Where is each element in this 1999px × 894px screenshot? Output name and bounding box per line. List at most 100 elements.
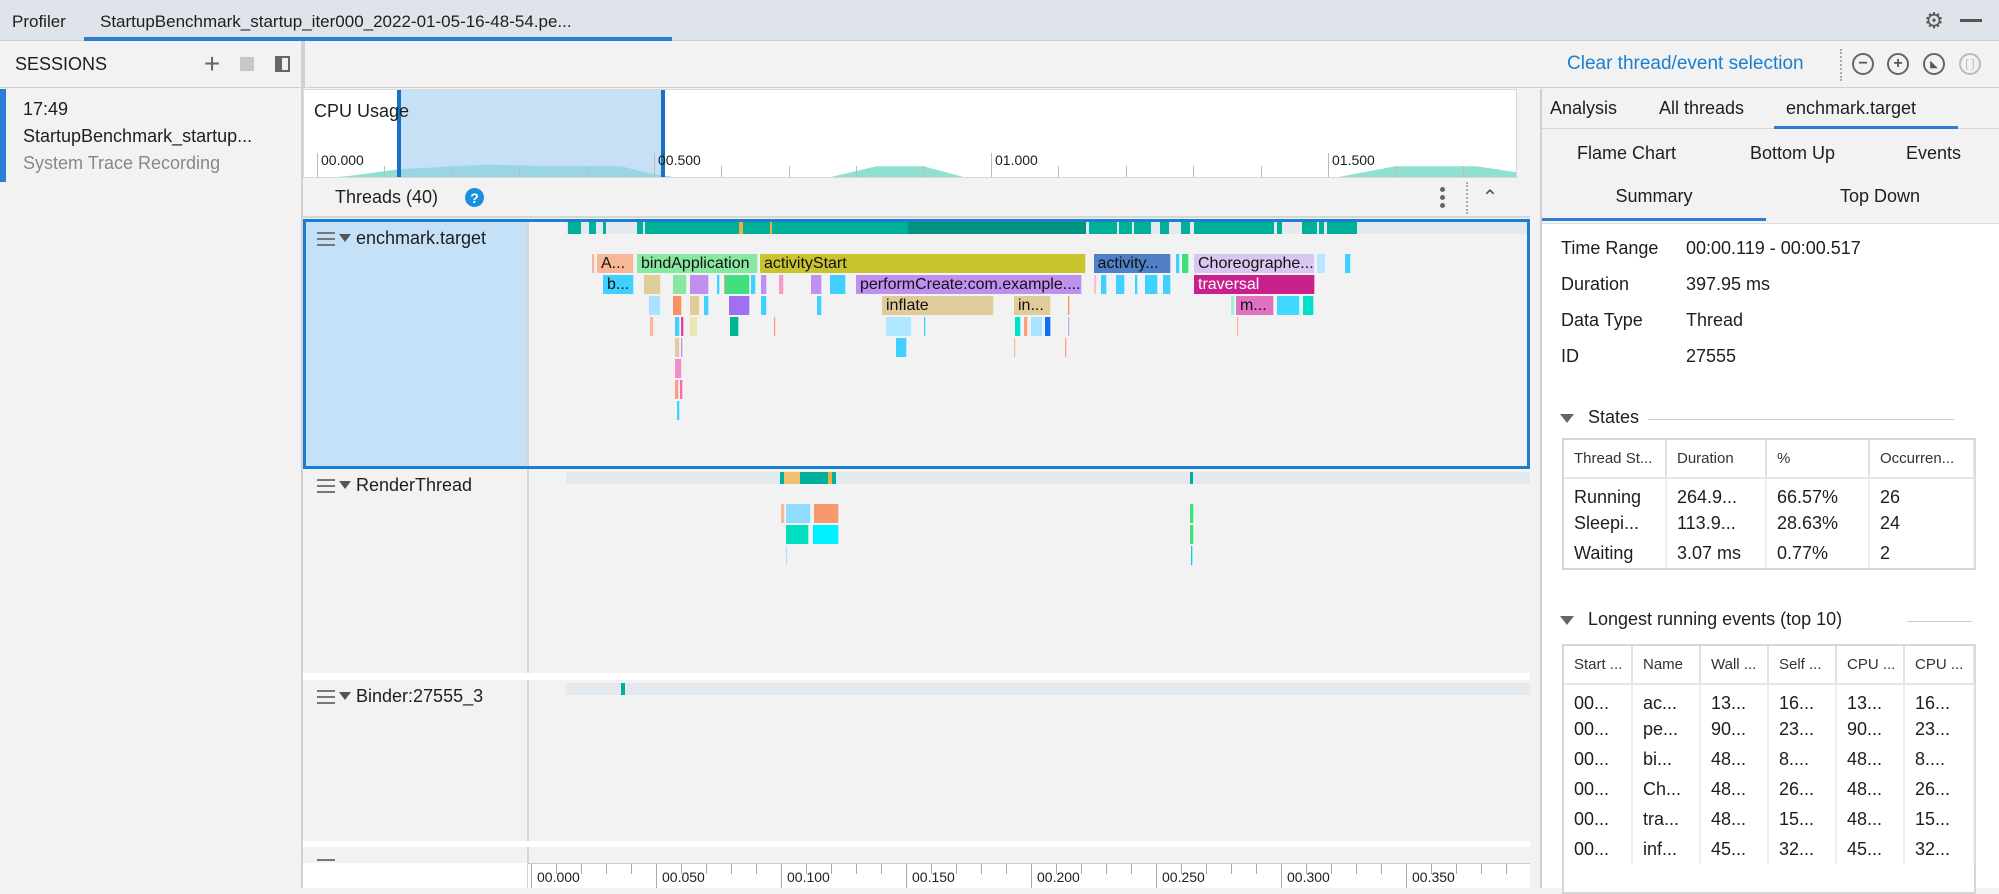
thread-state-segment[interactable] [1302, 222, 1317, 234]
subtab-events[interactable]: Events [1906, 143, 1962, 163]
trace-event[interactable] [673, 275, 687, 294]
trace-event[interactable] [650, 317, 654, 336]
trace-event[interactable] [813, 525, 839, 544]
thread-track-area[interactable]: A... bindApplication activityStart activity… [531, 222, 1527, 463]
thread-label[interactable] [303, 847, 529, 863]
column-header[interactable]: % [1766, 440, 1870, 479]
column-header[interactable]: Occurren... [1869, 440, 1975, 479]
trace-event[interactable] [761, 275, 767, 294]
thread-state-segment[interactable] [621, 683, 625, 695]
trace-event[interactable]: activityStart [760, 254, 1086, 273]
column-header[interactable]: CPU ... [1836, 646, 1905, 685]
thread-label[interactable]: enchmark.target [306, 222, 529, 466]
trace-event[interactable] [814, 504, 839, 523]
thread-state-segment[interactable] [908, 222, 1086, 234]
trace-event[interactable] [786, 504, 811, 523]
trace-event[interactable] [644, 275, 661, 294]
trace-event[interactable] [1024, 317, 1028, 336]
trace-event[interactable] [886, 317, 912, 336]
column-header[interactable]: Name [1632, 646, 1701, 685]
drag-handle-icon[interactable] [317, 690, 335, 704]
trace-event[interactable] [1163, 275, 1171, 294]
trace-event[interactable] [704, 296, 709, 315]
thread-state-segment[interactable] [802, 472, 828, 484]
thread-state-segment[interactable] [828, 472, 832, 484]
thread-state-segment[interactable] [568, 222, 581, 234]
trace-event[interactable]: in... [1014, 296, 1051, 315]
trace-event[interactable] [1191, 546, 1193, 565]
trace-event[interactable]: A... [597, 254, 634, 273]
selection-range[interactable] [397, 90, 666, 177]
thread-state-segment[interactable] [1089, 222, 1117, 234]
column-header[interactable]: Thread St... [1564, 440, 1667, 479]
trace-event[interactable] [1014, 338, 1016, 357]
drag-handle-icon[interactable] [317, 232, 335, 246]
trace-event[interactable]: Choreographe... [1194, 254, 1315, 273]
thread-state-segment[interactable] [771, 222, 908, 234]
thread-state-segment[interactable] [645, 222, 739, 234]
reset-zoom-icon[interactable]: ◣ [1923, 53, 1945, 75]
trace-event[interactable] [896, 338, 907, 357]
add-session-icon[interactable]: + [203, 48, 221, 79]
trace-event[interactable] [1068, 296, 1070, 315]
trace-event[interactable] [1317, 254, 1326, 273]
trace-event[interactable] [786, 525, 809, 544]
tab-profiler[interactable]: Profiler [12, 12, 66, 31]
thread-state-segment[interactable] [1119, 222, 1132, 234]
column-header[interactable]: CPU ... [1904, 646, 1975, 685]
trace-event[interactable] [1145, 275, 1158, 294]
thread-state-segment[interactable] [1277, 222, 1282, 234]
zoom-to-selection-icon[interactable]: [ ] [1959, 53, 1981, 75]
trace-event[interactable] [675, 359, 682, 378]
thread-state-segment[interactable] [1319, 222, 1324, 234]
column-header[interactable]: Wall ... [1700, 646, 1769, 685]
subtab-flame-chart[interactable]: Flame Chart [1577, 143, 1677, 163]
trace-event[interactable] [1190, 504, 1194, 523]
trace-event[interactable] [725, 275, 750, 294]
thread-state-segment[interactable] [1194, 222, 1274, 234]
thread-state-segment[interactable] [603, 222, 606, 234]
trace-event[interactable] [1065, 338, 1067, 357]
minimize-icon[interactable] [1960, 19, 1982, 22]
tab-session[interactable]: StartupBenchmark_startup_iter000_2022-01… [84, 0, 672, 41]
table-row[interactable]: 00... inf... 45... 32... 45... 32... [1564, 834, 1975, 864]
zoom-in-icon[interactable]: + [1887, 53, 1909, 75]
table-row[interactable]: 00... Ch... 48... 26... 48... 26... [1564, 774, 1975, 804]
column-header[interactable]: Self ... [1768, 646, 1837, 685]
thread-state-segment[interactable] [800, 472, 802, 484]
trace-event[interactable]: activity... [1093, 254, 1171, 273]
collapse-chevron-up-icon[interactable]: ⌃ [1481, 186, 1499, 209]
trace-event[interactable] [1176, 254, 1180, 273]
trace-event[interactable] [779, 275, 784, 294]
trace-event[interactable] [1093, 275, 1097, 294]
trace-event[interactable] [1237, 317, 1239, 336]
trace-event[interactable] [730, 317, 739, 336]
subtab-summary[interactable]: Summary [1542, 178, 1766, 221]
trace-event[interactable] [675, 317, 680, 336]
thread-state-segment[interactable] [784, 472, 800, 484]
thread-track-enchmark-target[interactable]: enchmark.target A... bindApplication activ… [303, 219, 1530, 469]
trace-event[interactable] [830, 275, 846, 294]
trace-event[interactable]: bindApplication [637, 254, 758, 273]
drag-handle-icon[interactable] [317, 859, 335, 863]
drag-handle-icon[interactable] [317, 479, 335, 493]
trace-event[interactable] [679, 380, 683, 399]
trace-event[interactable] [729, 296, 750, 315]
trace-event[interactable] [649, 296, 661, 315]
trace-event[interactable] [1231, 296, 1235, 315]
trace-event[interactable] [1015, 317, 1021, 336]
table-row[interactable]: Sleepi... 113.9... 28.63% 24 [1564, 508, 1975, 538]
thread-state-segment[interactable] [1190, 472, 1193, 484]
trace-event[interactable]: inflate [882, 296, 994, 315]
trace-event[interactable] [1116, 275, 1125, 294]
table-row[interactable]: 00... bi... 48... 8.... 48... 8.... [1564, 744, 1975, 774]
trace-event[interactable] [923, 317, 926, 336]
tab-thread[interactable]: enchmark.target [1774, 98, 1958, 129]
expand-triangle-icon[interactable] [339, 481, 351, 489]
trace-event[interactable] [773, 317, 776, 336]
zoom-out-icon[interactable]: − [1852, 53, 1874, 75]
help-icon[interactable]: ? [465, 188, 484, 207]
states-section-header[interactable]: States [1560, 407, 1639, 428]
trace-event[interactable] [1277, 296, 1300, 315]
trace-event[interactable] [680, 338, 683, 357]
